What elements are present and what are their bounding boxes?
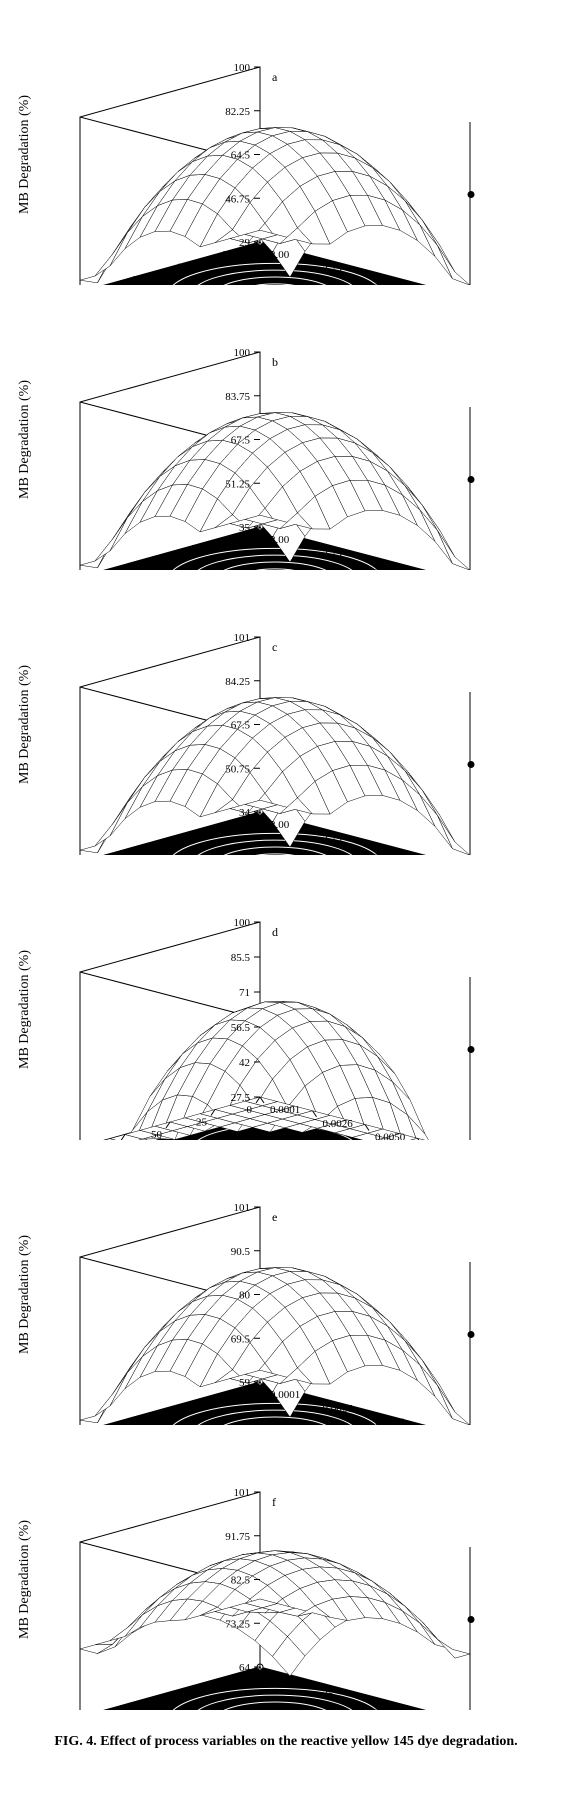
y-tick: 0 xyxy=(247,534,253,546)
z-tick: 73.25 xyxy=(225,1618,250,1630)
surface-plot-c: 34 50.75 67.5 84.25 101 MB Degradation (%) 2.0… xyxy=(0,570,572,855)
x-tick: 25 xyxy=(323,1688,335,1700)
panel-id: d xyxy=(272,925,278,939)
z-tick: 90.5 xyxy=(231,1246,251,1258)
figure-caption: FIG. 4. Effect of process variables on t… xyxy=(0,1710,572,1760)
z-tick: 91.75 xyxy=(225,1531,250,1543)
z-axis-label: MB Degradation (%) xyxy=(17,950,32,1069)
z-tick: 42 xyxy=(239,1057,250,1069)
z-tick: 82.25 xyxy=(225,106,250,118)
panel-id: a xyxy=(272,70,278,84)
z-tick: 67.5 xyxy=(231,435,251,447)
x-tick: 0.0050 xyxy=(375,1417,406,1426)
panel-f: 64 73.25 82.5 91.75 101 MB Degradation (%) 0 25… xyxy=(0,1425,572,1710)
y-tick: 0.05 xyxy=(188,1687,208,1699)
surface-plot-a: 29 46.75 64.5 82.25 100 MB Degradation (%) 2.0… xyxy=(0,0,572,285)
y-tick: 25 xyxy=(196,1117,208,1129)
panel-d: 27.5 42 56.5 71 85.5 100 MB Degradation (%) 0.0… xyxy=(0,855,572,1140)
y-tick: 0.0026 xyxy=(177,262,208,274)
x-tick: 3.75 xyxy=(323,833,343,845)
y-tick: 50 xyxy=(151,1129,163,1140)
z-tick: 59 xyxy=(239,1377,251,1389)
panel-b: 35 51.25 67.5 83.75 100 MB Degradation (%) 2.0… xyxy=(0,285,572,570)
z-tick: 51.25 xyxy=(225,478,250,490)
x-tick: 0.0001 xyxy=(270,1104,300,1116)
y-tick: 0.00 xyxy=(233,1389,253,1401)
surface-plot-b: 35 51.25 67.5 83.75 100 MB Degradation (%) 2.0… xyxy=(0,285,572,570)
x-tick: 0.0026 xyxy=(323,1403,354,1415)
x-tick: 5.50 xyxy=(375,277,395,286)
z-tick: 80 xyxy=(239,1290,251,1302)
z-tick: 67.5 xyxy=(231,720,251,732)
panel-id: e xyxy=(272,1210,277,1224)
y-tick: 0.10 xyxy=(143,1699,163,1710)
z-tick: 84.25 xyxy=(225,676,250,688)
x-tick: 3.75 xyxy=(323,548,343,560)
panel-id: c xyxy=(272,640,277,654)
z-tick: 64.5 xyxy=(231,150,251,162)
y-tick: 0 xyxy=(247,1104,253,1116)
z-tick: 100 xyxy=(234,62,251,74)
y-tick: 0.0050 xyxy=(132,274,163,285)
z-tick: 100 xyxy=(234,917,251,929)
x-tick: 2.00 xyxy=(270,534,290,546)
z-tick: 85.5 xyxy=(231,952,251,964)
y-tick: 0.05 xyxy=(188,1402,208,1414)
z-tick: 34 xyxy=(239,807,251,819)
panel-id: f xyxy=(272,1495,276,1509)
x-tick: 50 xyxy=(375,1702,387,1711)
x-tick: 0.0050 xyxy=(375,1132,406,1141)
panel-e: 59 69.5 80 90.5 101 MB Degradation (%) 0.0001 0… xyxy=(0,1140,572,1425)
y-tick: 50 xyxy=(151,559,163,570)
x-tick: 5.50 xyxy=(375,847,395,856)
z-axis-label: MB Degradation (%) xyxy=(17,95,32,214)
z-tick: 69.5 xyxy=(231,1333,251,1345)
surface-plot-f: 64 73.25 82.5 91.75 101 MB Degradation (%) 0 25… xyxy=(0,1425,572,1710)
x-tick: 5.50 xyxy=(375,562,395,571)
surface-plot-e: 59 69.5 80 90.5 101 MB Degradation (%) 0.0001 0… xyxy=(0,1140,572,1425)
z-tick: 101 xyxy=(234,1487,251,1499)
y-tick: 0.05 xyxy=(188,832,208,844)
z-tick: 101 xyxy=(234,632,251,644)
x-tick: 2.00 xyxy=(270,249,290,261)
y-tick: 0.00 xyxy=(233,1674,253,1686)
z-tick: 29 xyxy=(239,237,251,249)
y-tick: 0.00 xyxy=(233,819,253,831)
y-tick: 25 xyxy=(196,547,208,559)
z-tick: 71 xyxy=(239,987,250,999)
x-tick: 0.0001 xyxy=(270,1389,300,1401)
x-tick: 2.00 xyxy=(270,819,290,831)
surface-plot-d: 27.5 42 56.5 71 85.5 100 MB Degradation (%) 0.0… xyxy=(0,855,572,1140)
x-tick: 0.0026 xyxy=(323,1118,354,1130)
x-tick: 0 xyxy=(270,1674,276,1686)
figure-panels: 29 46.75 64.5 82.25 100 MB Degradation (%) 2.0… xyxy=(0,0,572,1710)
panel-id: b xyxy=(272,355,278,369)
z-tick: 101 xyxy=(234,1202,251,1214)
z-tick: 27.5 xyxy=(231,1092,251,1104)
z-tick: 82.5 xyxy=(231,1575,251,1587)
z-tick: 100 xyxy=(234,347,251,359)
z-tick: 83.75 xyxy=(225,391,250,403)
panel-a: 29 46.75 64.5 82.25 100 MB Degradation (%) 2.0… xyxy=(0,0,572,285)
y-tick: 0.10 xyxy=(143,1414,163,1425)
z-axis-label: MB Degradation (%) xyxy=(17,1235,32,1354)
z-axis-label: MB Degradation (%) xyxy=(17,380,32,499)
z-tick: 64 xyxy=(239,1662,251,1674)
z-axis-label: MB Degradation (%) xyxy=(17,665,32,784)
z-tick: 50.75 xyxy=(225,763,250,775)
panel-c: 34 50.75 67.5 84.25 101 MB Degradation (%) 2.0… xyxy=(0,570,572,855)
z-tick: 46.75 xyxy=(225,193,250,205)
z-tick: 56.5 xyxy=(231,1022,251,1034)
y-tick: 0.0001 xyxy=(222,249,252,261)
z-axis-label: MB Degradation (%) xyxy=(17,1520,32,1639)
y-tick: 0.10 xyxy=(143,844,163,855)
z-tick: 35 xyxy=(239,522,251,534)
x-tick: 3.75 xyxy=(323,263,343,275)
